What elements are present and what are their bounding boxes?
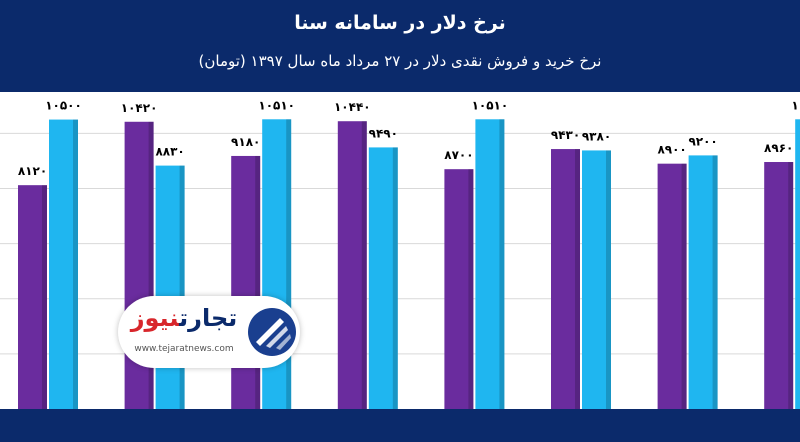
data-label-s1-1: ۸۸۳۰ [155, 145, 184, 159]
bar-shade-s0-0 [42, 185, 47, 409]
bar-shade-s1-1 [179, 165, 185, 409]
bar-s0-0 [18, 185, 47, 409]
bar-s1-1 [155, 165, 185, 409]
bar-s1-3 [368, 147, 398, 410]
bar-s0-5 [551, 149, 580, 409]
brand-url: www.tejaratnews.com [134, 344, 234, 354]
data-label-s0-1: ۱۰۴۲۰ [121, 101, 158, 115]
bar-shade-s0-1 [148, 121, 154, 409]
bar-shade-s0-4 [468, 169, 474, 409]
chart-footer [0, 409, 800, 442]
data-label-s1-2: ۱۰۵۱۰ [258, 98, 295, 112]
bar-shade-s0-2 [255, 155, 261, 409]
bar-shade-s0-3 [361, 121, 367, 410]
chart-title: نرخ دلار در سامانه سنا [294, 12, 506, 34]
chart-subtitle: نرخ خرید و فروش نقدی دلار در ۲۷ مرداد ما… [198, 52, 602, 70]
bar-shade-s0-7 [788, 162, 794, 409]
bar-s0-3 [337, 121, 367, 410]
data-label-s1-0: ۱۰۵۰۰ [45, 99, 82, 113]
bar-chart: ۸۱۲۰۱۰۵۰۰ساعت ۱۰۱۰۴۲۰۸۸۳۰ساعت ۱۱۹۱۸۰۱۰۵۱… [0, 98, 800, 436]
bar-shade-s1-6 [712, 155, 718, 409]
bar-shade-s1-0 [73, 119, 78, 409]
data-label-s1-6: ۹۲۰۰ [688, 134, 717, 148]
bar-s0-4 [444, 169, 474, 409]
bar-shade-s1-2 [286, 119, 292, 410]
bar-s1-0 [49, 119, 78, 409]
bar-s1-7 [795, 119, 800, 410]
data-label-s0-4: ۸۷۰۰ [444, 148, 473, 162]
data-label-s0-6: ۸۹۰۰ [657, 143, 686, 157]
brand-word-red: نیوز [130, 304, 180, 332]
bar-shade-s1-4 [499, 119, 505, 410]
data-label-s0-3: ۱۰۴۴۰ [334, 100, 371, 114]
bar-shade-s1-3 [392, 147, 398, 410]
data-label-s1-5: ۹۳۸۰ [582, 129, 611, 143]
bar-shade-s0-5 [575, 149, 580, 409]
data-label-s1-4: ۱۰۵۱۰ [472, 98, 509, 112]
bar-s0-7 [764, 162, 794, 409]
data-label-s1-7: ۱۰۵۱۰ [791, 98, 800, 112]
chart-header: نرخ دلار در سامانه سنا نرخ خرید و فروش ن… [0, 0, 800, 92]
brand-watermark: تجارتنیوز www.tejaratnews.com [118, 296, 300, 368]
data-label-s1-3: ۹۴۹۰ [369, 126, 398, 140]
brand-logo-icon [248, 308, 296, 356]
bar-s1-5 [582, 150, 611, 409]
brand-wordmark: تجارتنیوز [128, 304, 240, 332]
bar-s1-6 [688, 155, 718, 409]
bar-s0-6 [657, 163, 687, 409]
data-label-s0-0: ۸۱۲۰ [18, 164, 47, 178]
data-label-s0-7: ۸۹۶۰ [764, 141, 793, 155]
bar-shade-s1-5 [606, 150, 611, 409]
data-label-s0-2: ۹۱۸۰ [231, 135, 260, 149]
brand-word-blue: تجارت [179, 304, 238, 332]
bar-s1-4 [475, 119, 505, 410]
bar-shade-s0-6 [681, 163, 687, 409]
data-label-s0-5: ۹۴۳۰ [551, 128, 580, 142]
